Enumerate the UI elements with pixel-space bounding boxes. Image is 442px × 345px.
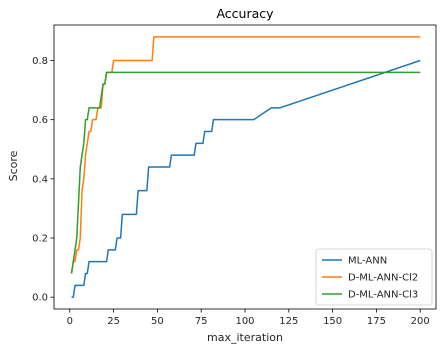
y-tick-label: 0.4 — [32, 174, 48, 185]
series-line-3 — [70, 71, 421, 274]
legend-label: ML-ANN — [348, 256, 387, 267]
y-axis-title: Score — [7, 150, 20, 181]
x-tick-label: 0 — [67, 316, 73, 327]
x-axis-title: max_iteration — [207, 331, 283, 344]
chart-title: Accuracy — [216, 6, 274, 21]
y-tick-label: 0.2 — [32, 234, 48, 245]
series-layer — [70, 36, 421, 298]
series-line-1 — [71, 59, 421, 298]
x-tick-label: 25 — [107, 316, 120, 327]
x-tick-label: 150 — [323, 316, 342, 327]
x-tick-label: 100 — [235, 316, 254, 327]
y-tick-label: 0.0 — [32, 293, 48, 304]
legend-box — [315, 248, 433, 306]
legend: ML-ANN D-ML-ANN-Cl2 D-ML-ANN-Cl3 — [315, 248, 433, 306]
y-tick-label: 0.6 — [32, 115, 48, 126]
y-tick-label: 0.8 — [32, 56, 48, 67]
x-tick-label: 200 — [411, 316, 430, 327]
x-axis: 0 25 50 75 100 125 150 175 200 — [67, 309, 430, 327]
x-tick-label: 125 — [279, 316, 298, 327]
x-tick-label: 50 — [151, 316, 164, 327]
series-line-2 — [70, 36, 421, 274]
legend-label: D-ML-ANN-Cl3 — [348, 290, 418, 301]
x-tick-label: 75 — [195, 316, 208, 327]
legend-label: D-ML-ANN-Cl2 — [348, 273, 418, 284]
y-axis: 0.0 0.2 0.4 0.6 0.8 — [32, 56, 54, 304]
x-tick-label: 175 — [367, 316, 386, 327]
